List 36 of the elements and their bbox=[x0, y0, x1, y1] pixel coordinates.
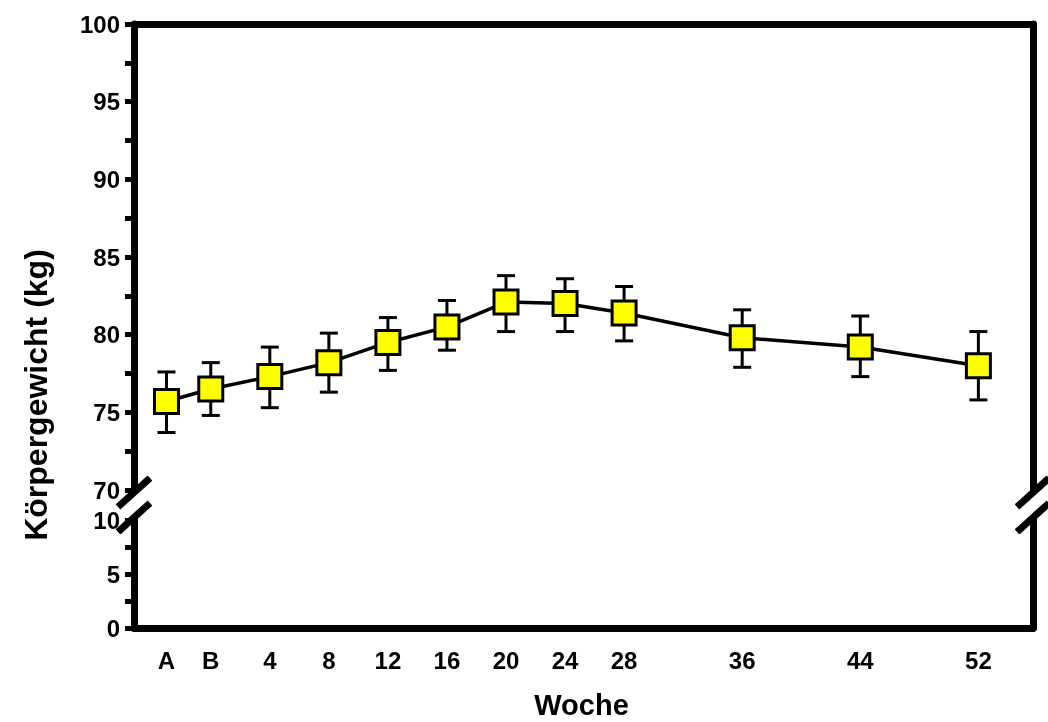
y-tick-label: 10 bbox=[93, 506, 120, 534]
y-tick-label: 85 bbox=[93, 243, 120, 271]
x-axis-title: Woche bbox=[534, 689, 629, 721]
point bbox=[964, 352, 992, 380]
point bbox=[551, 290, 579, 318]
x-tick-label: 4 bbox=[263, 646, 278, 674]
point bbox=[610, 299, 638, 327]
x-tick-label: 28 bbox=[610, 646, 638, 674]
y-axis-title: Körpergewicht (kg) bbox=[18, 249, 54, 541]
y-tick-label: 75 bbox=[93, 398, 120, 426]
x-tick-label: 36 bbox=[728, 646, 756, 674]
x-tick-label: 8 bbox=[322, 646, 336, 674]
x-tick-label: B bbox=[202, 646, 220, 674]
point bbox=[315, 349, 343, 377]
y-tick-label: 100 bbox=[79, 10, 120, 38]
x-tick-label: 20 bbox=[492, 646, 520, 674]
point bbox=[728, 324, 756, 352]
y-tick-label: 0 bbox=[106, 614, 120, 642]
y-tick-label: 5 bbox=[106, 560, 120, 588]
x-tick-label: 52 bbox=[965, 646, 992, 674]
point bbox=[374, 328, 402, 356]
point bbox=[846, 333, 874, 361]
x-tick-label: 24 bbox=[551, 646, 580, 674]
point bbox=[256, 363, 284, 391]
y-tick-label: 70 bbox=[93, 476, 120, 504]
x-tick-label: 12 bbox=[374, 646, 402, 674]
point bbox=[152, 387, 180, 415]
point bbox=[197, 375, 225, 403]
x-tick-label: 44 bbox=[846, 646, 875, 674]
point bbox=[492, 288, 520, 316]
y-tick-label: 95 bbox=[93, 88, 120, 116]
y-tick-label: 90 bbox=[93, 165, 120, 193]
x-tick-label: 16 bbox=[433, 646, 461, 674]
y-tick-label: 80 bbox=[93, 321, 120, 349]
x-tick-label: A bbox=[157, 646, 176, 674]
point bbox=[433, 313, 461, 341]
